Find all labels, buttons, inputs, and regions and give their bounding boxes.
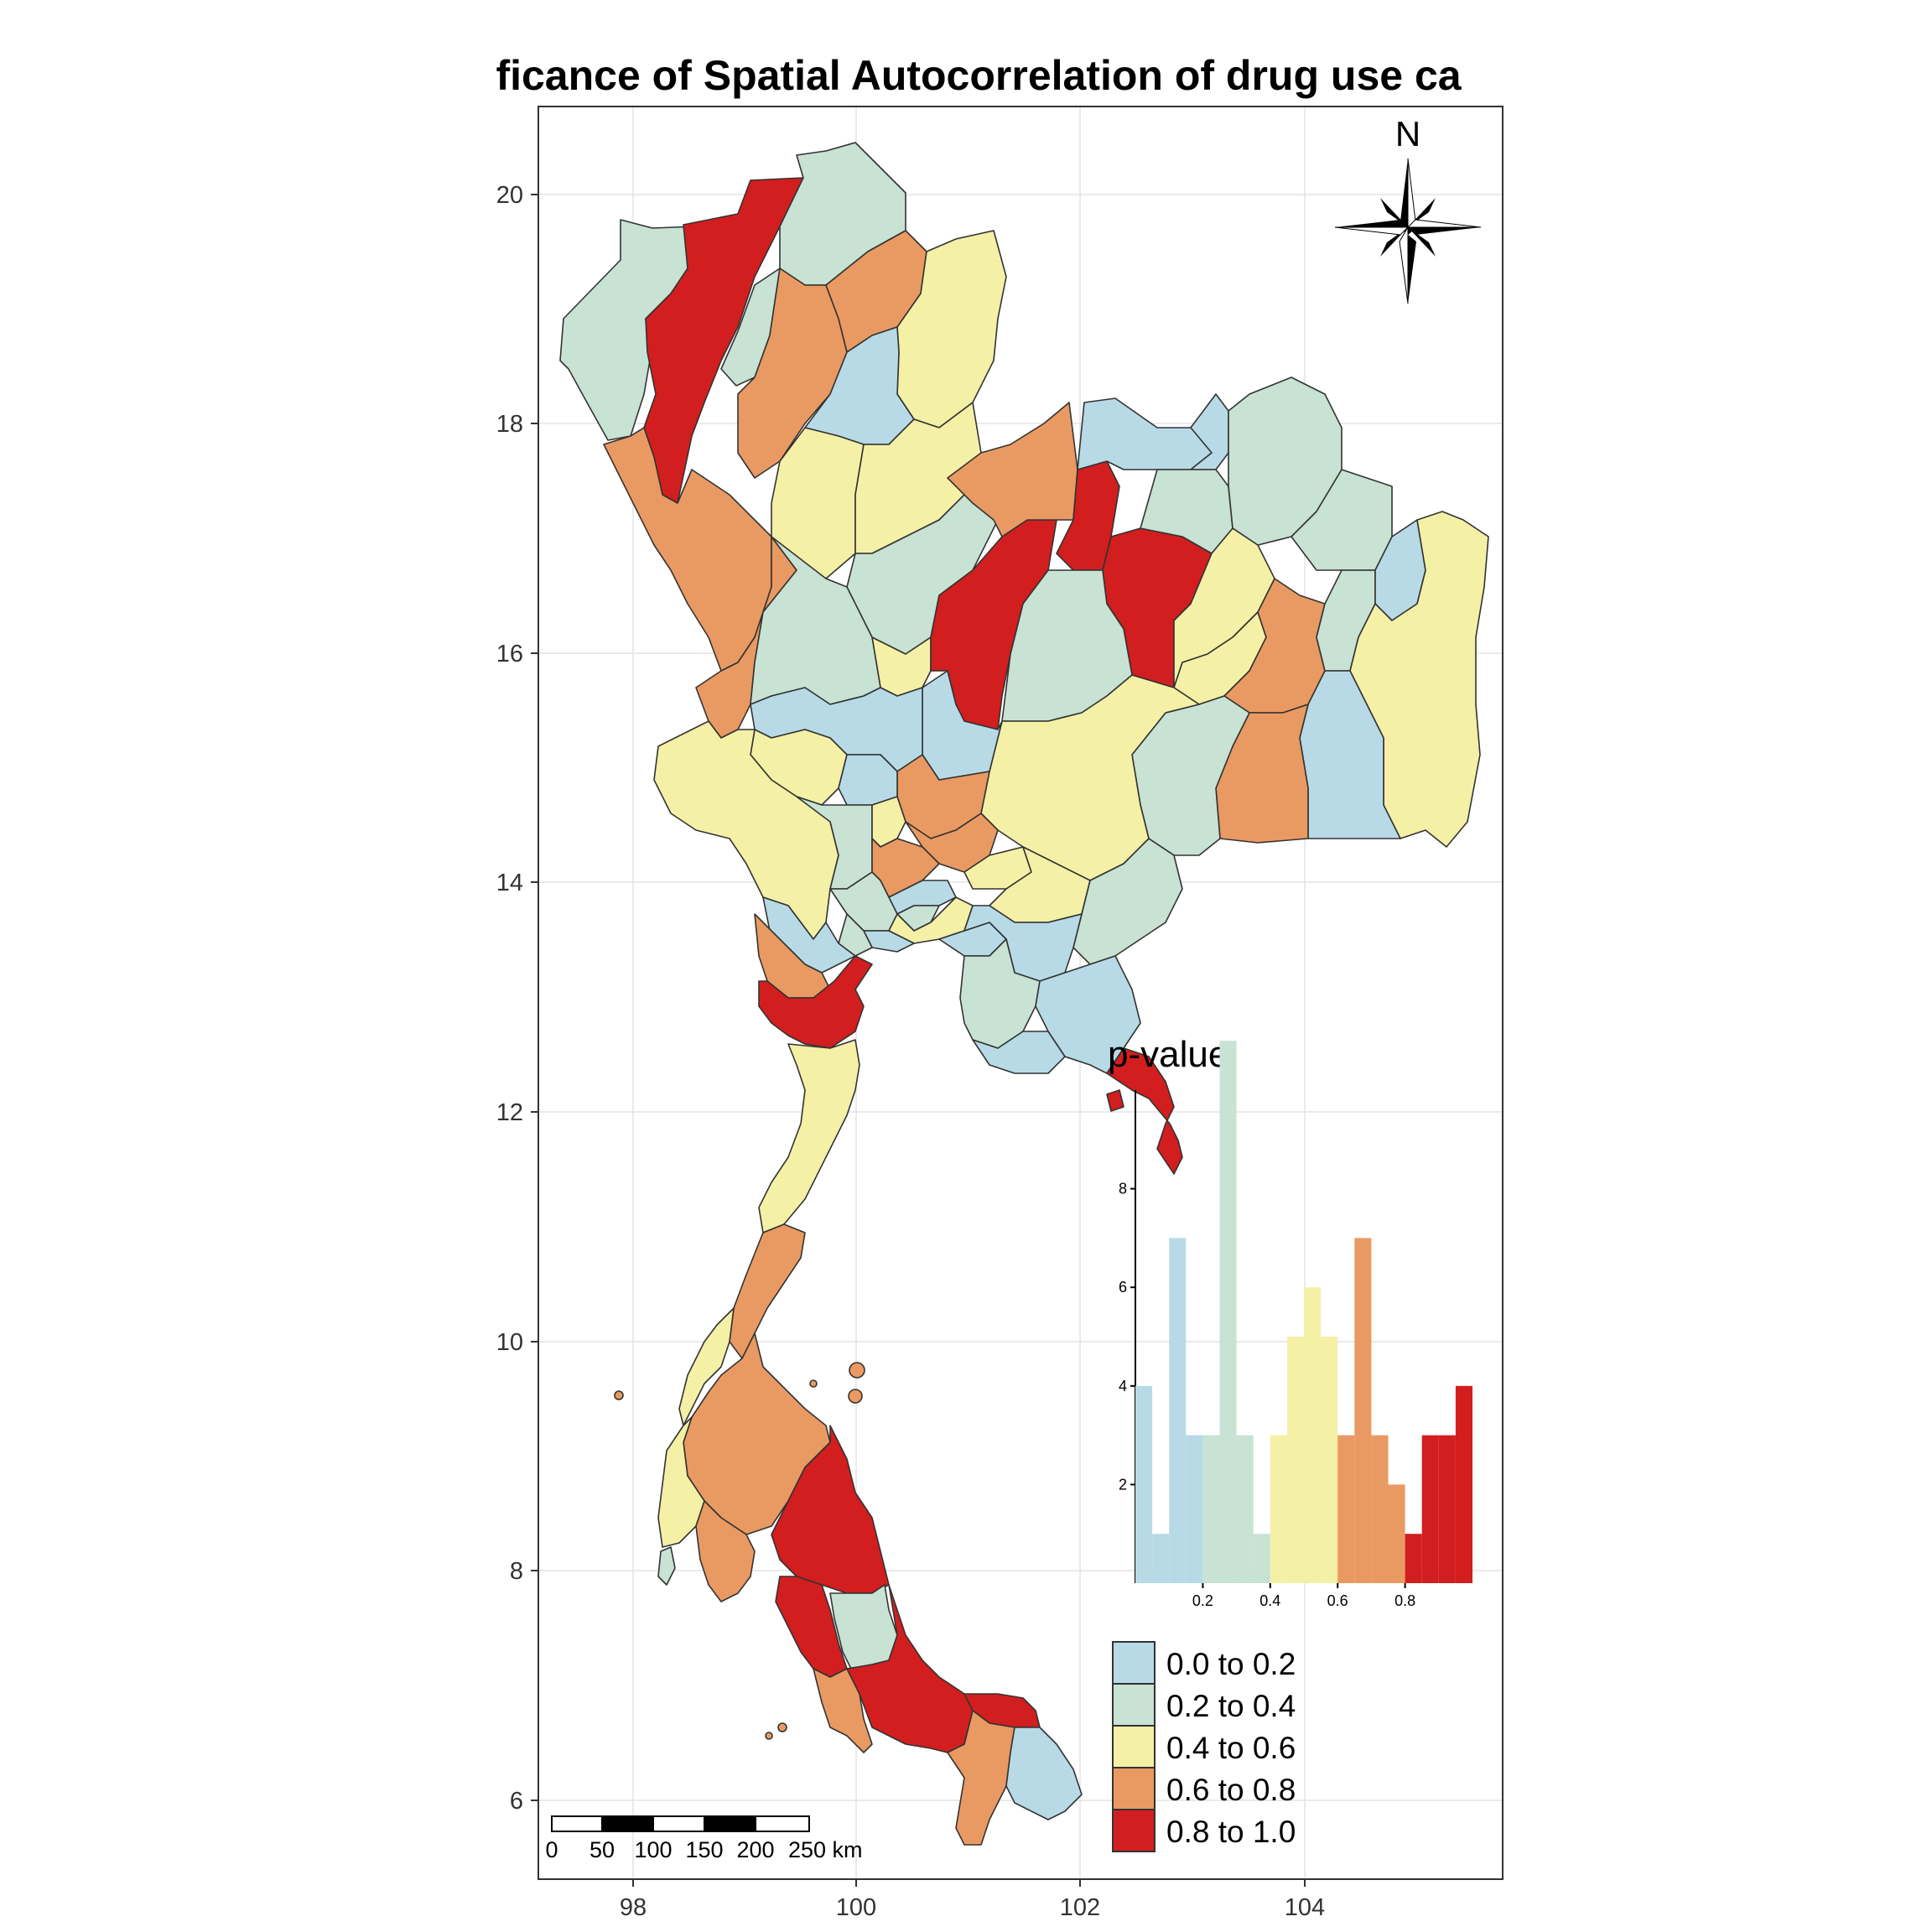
histogram-bar — [1438, 1435, 1456, 1583]
province-krabi — [695, 1500, 756, 1602]
map-title: ficance of Spatial Autocorrelation of dr… — [496, 52, 1462, 99]
histogram-y-tick-label: 8 — [1119, 1181, 1127, 1197]
histogram-x-tick-label: 0.6 — [1327, 1592, 1348, 1609]
island-trat — [1106, 1089, 1124, 1112]
legend-label-3: 0.4 to 0.6 — [1166, 1731, 1296, 1765]
histogram-bar — [1337, 1435, 1355, 1583]
y-tick-8: 8 — [510, 1558, 523, 1585]
histogram-bar — [1321, 1337, 1338, 1583]
province-trat — [1106, 1047, 1183, 1175]
scale-label-250: 250 km — [788, 1837, 863, 1862]
province-chon-buri — [959, 938, 1041, 1049]
legend-label-2: 0.2 to 0.4 — [1166, 1689, 1296, 1723]
province-yala — [947, 1710, 1015, 1846]
y-axis: 20 18 16 14 12 10 8 6 — [496, 182, 538, 1815]
histogram-bar — [1304, 1287, 1322, 1583]
histogram-bar — [1253, 1534, 1270, 1583]
x-tick-98: 98 — [620, 1894, 647, 1921]
histogram-bar — [1202, 1435, 1220, 1583]
legend-swatch-4 — [1112, 1767, 1156, 1810]
legend-label-4: 0.6 to 0.8 — [1166, 1773, 1296, 1807]
panel-border — [538, 106, 1504, 1880]
province-samut-songkhram — [838, 913, 873, 957]
histogram-bar — [1169, 1238, 1187, 1583]
province-phuket — [657, 1546, 676, 1586]
y-tick-6: 6 — [510, 1788, 523, 1815]
histogram-bar — [1186, 1435, 1203, 1583]
scale-label-100: 100 — [634, 1837, 672, 1862]
y-tick-16: 16 — [496, 641, 523, 667]
scale-label-0: 0 — [545, 1837, 558, 1862]
legend-swatch-3 — [1112, 1725, 1156, 1768]
legend-label-1: 0.0 to 0.2 — [1166, 1647, 1296, 1681]
province-layer — [559, 142, 1489, 1846]
histogram-bar — [1421, 1435, 1439, 1583]
histogram-bar — [1388, 1484, 1405, 1583]
province-prachuap-north — [758, 955, 873, 1049]
y-tick-18: 18 — [496, 411, 523, 438]
histogram-y-tick-label: 2 — [1119, 1476, 1127, 1493]
north-label: N — [1395, 114, 1420, 153]
scale-label-150: 150 — [685, 1837, 723, 1862]
histogram-y-tick-label: 4 — [1119, 1378, 1127, 1394]
legend: 0.0 to 0.2 0.2 to 0.4 0.4 to 0.6 0.6 to … — [1112, 1641, 1296, 1852]
island — [777, 1722, 787, 1732]
scale-label-50: 50 — [589, 1837, 615, 1862]
histogram-bar — [1405, 1534, 1422, 1583]
north-arrow-icon: N — [1334, 114, 1482, 304]
y-tick-20: 20 — [496, 182, 523, 209]
y-tick-10: 10 — [496, 1329, 523, 1356]
legend-swatch-2 — [1112, 1683, 1156, 1727]
island — [849, 1362, 865, 1379]
province-mukdahan — [1291, 469, 1393, 571]
province-bangkok — [888, 896, 974, 944]
x-tick-104: 104 — [1285, 1894, 1325, 1921]
x-axis: 98 100 102 104 — [620, 1879, 1325, 1921]
island — [848, 1389, 863, 1404]
province-kanchanaburi — [653, 720, 839, 940]
histogram-bar — [1455, 1385, 1472, 1583]
island — [809, 1379, 818, 1388]
legend-label-5: 0.8 to 1.0 — [1166, 1815, 1296, 1849]
province-narathiwat — [1005, 1727, 1083, 1820]
island — [614, 1390, 624, 1400]
legend-swatch-5 — [1112, 1809, 1156, 1852]
scale-label-200: 200 — [736, 1837, 774, 1862]
island — [765, 1732, 773, 1740]
y-tick-14: 14 — [496, 870, 523, 896]
histogram-bar — [1270, 1435, 1287, 1583]
histogram-y-tick-label: 6 — [1119, 1279, 1127, 1296]
histogram-bar — [1286, 1337, 1304, 1583]
scale-bar: 0 50 100 150 200 250 km — [545, 1815, 863, 1862]
histogram-title: p-value — [1108, 1034, 1228, 1075]
province-phang-nga — [657, 1416, 705, 1548]
province-sing-buri — [838, 754, 898, 806]
province-bueng-kan — [1190, 393, 1229, 470]
histogram-bar — [1135, 1385, 1153, 1583]
histogram-bar — [1152, 1534, 1170, 1583]
histogram-x-tick-label: 0.4 — [1259, 1592, 1280, 1609]
y-tick-12: 12 — [496, 1099, 523, 1126]
p-value-histogram: p-value 2 4 6 8 0.2 0.4 0.6 0.8 — [1108, 1034, 1472, 1609]
histogram-bar — [1371, 1435, 1389, 1583]
x-tick-102: 102 — [1060, 1894, 1100, 1921]
histogram-bar — [1219, 1041, 1237, 1583]
legend-swatch-1 — [1112, 1641, 1156, 1685]
histogram-bar — [1236, 1435, 1254, 1583]
province-chumphon — [729, 1223, 806, 1359]
histogram-x-tick-label: 0.2 — [1192, 1592, 1213, 1609]
map-panel: N 0 50 100 150 200 250 km — [538, 106, 1504, 1880]
histogram-x-tick-label: 0.8 — [1394, 1592, 1415, 1609]
histogram-bar — [1354, 1238, 1372, 1583]
province-prachuap — [758, 1039, 860, 1233]
x-tick-100: 100 — [836, 1894, 876, 1921]
